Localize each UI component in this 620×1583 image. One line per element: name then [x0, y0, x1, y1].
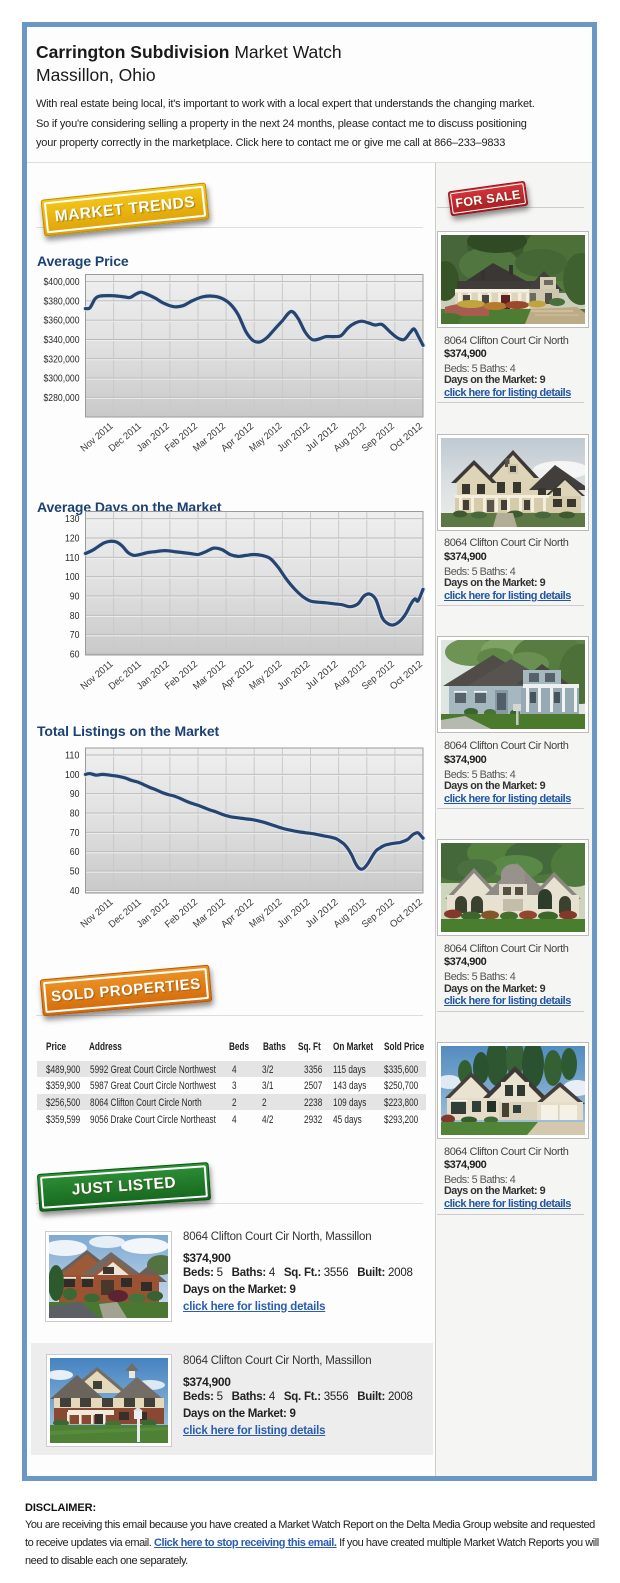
svg-text:$380,000: $380,000 — [44, 296, 80, 307]
svg-text:$320,000: $320,000 — [44, 354, 80, 365]
svg-text:50: 50 — [70, 867, 80, 878]
svg-text:130: 130 — [65, 514, 80, 525]
svg-text:$400,000: $400,000 — [44, 277, 80, 288]
svg-text:$340,000: $340,000 — [44, 335, 80, 346]
svg-text:80: 80 — [70, 809, 80, 820]
svg-text:$280,000: $280,000 — [44, 393, 80, 404]
svg-text:60: 60 — [70, 847, 80, 858]
svg-text:90: 90 — [70, 789, 80, 800]
svg-text:120: 120 — [65, 534, 80, 545]
svg-text:100: 100 — [65, 770, 80, 781]
svg-text:$360,000: $360,000 — [44, 316, 80, 327]
svg-text:70: 70 — [70, 828, 80, 839]
svg-text:100: 100 — [65, 572, 80, 583]
svg-text:60: 60 — [70, 650, 80, 661]
svg-text:110: 110 — [65, 553, 80, 564]
svg-text:80: 80 — [70, 611, 80, 622]
svg-text:70: 70 — [70, 630, 80, 641]
svg-text:90: 90 — [70, 592, 80, 603]
svg-text:110: 110 — [65, 751, 80, 762]
svg-text:$300,000: $300,000 — [44, 374, 80, 385]
svg-text:40: 40 — [70, 886, 80, 897]
